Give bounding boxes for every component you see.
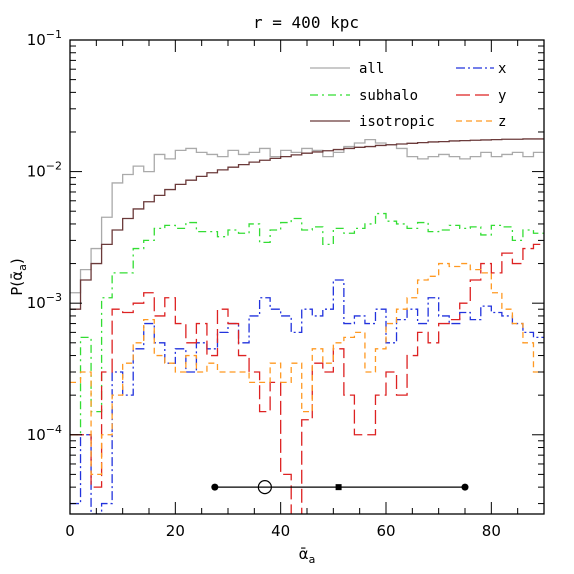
series-line-subhalo [70, 212, 544, 436]
legend-label-y: y [498, 88, 506, 104]
x-tick-label: 0 [65, 522, 75, 540]
plot-area [70, 138, 544, 514]
series-line-y [70, 243, 544, 514]
x-tick-label: 40 [271, 522, 290, 540]
series-line-isotropic [70, 138, 544, 310]
y-tick-label: 10−4 [27, 423, 62, 444]
y-axis-label: P(ᾱa) [8, 258, 29, 295]
chart-title: r = 400 kpc [253, 13, 359, 32]
x-axis-label: ᾱa [299, 545, 316, 566]
y-tick-label: 10−1 [27, 28, 62, 49]
y-tick-label: 10−3 [27, 291, 62, 312]
interval-open-circle [257, 480, 272, 495]
plot-frame [69, 39, 545, 515]
legend-label-subhalo: subhalo [359, 88, 418, 104]
x-tick-label: 20 [166, 522, 185, 540]
legend: all subhalo isotropic xyz [310, 61, 506, 130]
x-tick-label: 60 [376, 522, 395, 540]
axes: 0 20 40 60 80 10−4 10−3 10−2 10−1 [27, 28, 545, 540]
series-line-x [70, 279, 544, 514]
legend-label-isotropic: isotropic [359, 114, 435, 130]
y-tick-label: 10−2 [27, 160, 62, 181]
series-line-all [70, 138, 544, 294]
legend-label-all: all [359, 61, 384, 77]
interval-low-point [211, 483, 219, 491]
interval-median-marker [335, 484, 342, 491]
y-axis-label-text: P(ᾱa) [8, 258, 29, 295]
x-axis-label-text: ᾱa [299, 545, 316, 566]
legend-label-z: z [498, 114, 506, 130]
series-line-z [70, 262, 544, 476]
legend-label-x: x [498, 61, 506, 77]
interval-high-point [461, 483, 469, 491]
x-tick-label: 80 [482, 522, 501, 540]
